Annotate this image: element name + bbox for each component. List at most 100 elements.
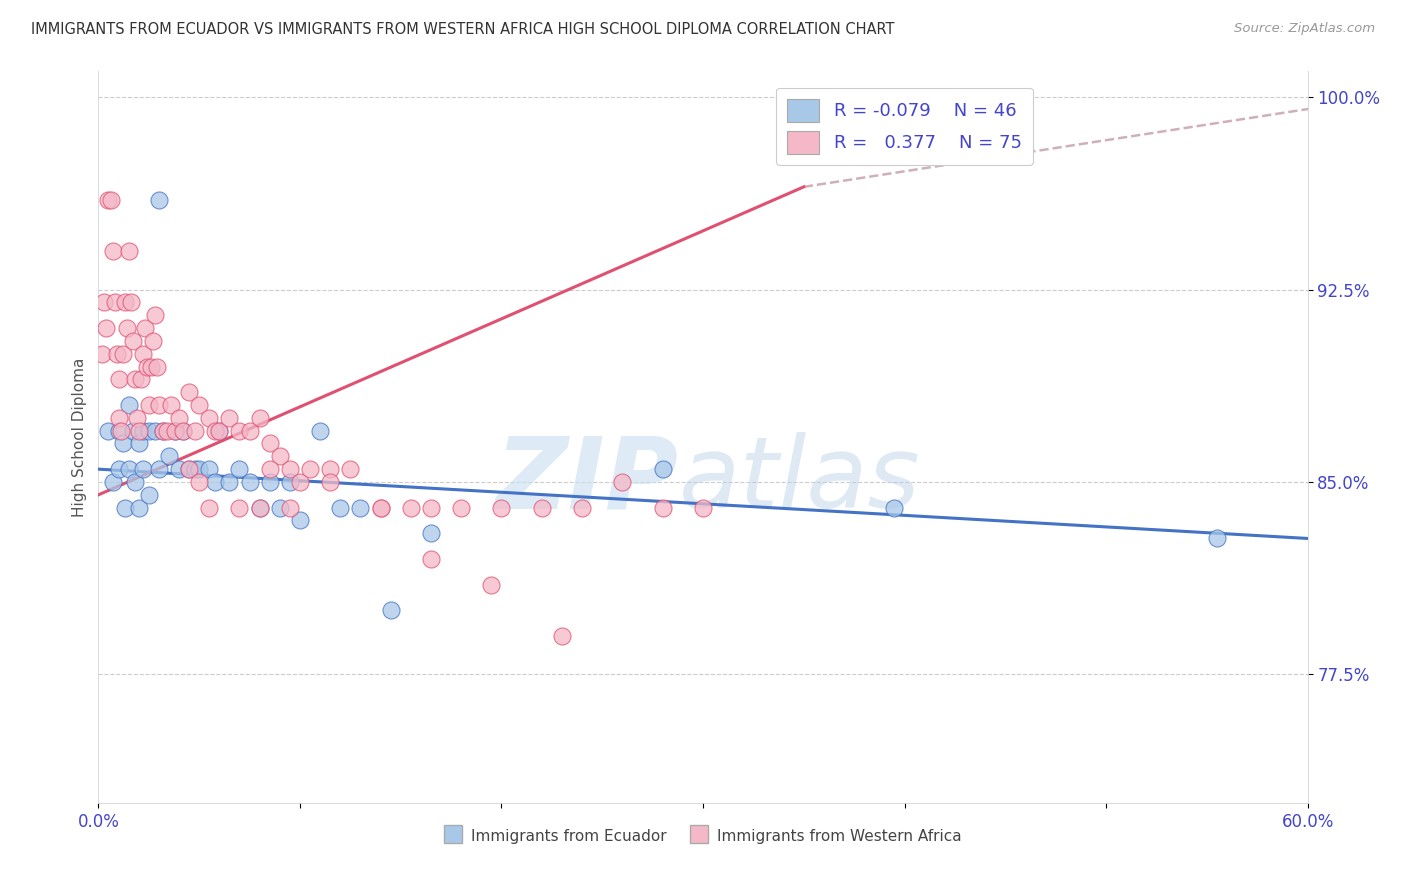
Point	[692, 500, 714, 515]
Point	[152, 424, 174, 438]
Point	[105, 346, 128, 360]
Point	[571, 500, 593, 515]
Point	[172, 424, 194, 438]
Point	[120, 295, 142, 310]
Point	[179, 385, 201, 400]
Point	[118, 398, 141, 412]
Point	[188, 398, 211, 412]
Point	[228, 424, 250, 438]
Point	[157, 450, 180, 464]
Point	[218, 475, 240, 489]
Point	[420, 500, 443, 515]
Text: IMMIGRANTS FROM ECUADOR VS IMMIGRANTS FROM WESTERN AFRICA HIGH SCHOOL DIPLOMA CO: IMMIGRANTS FROM ECUADOR VS IMMIGRANTS FR…	[31, 22, 894, 37]
Point	[97, 424, 120, 438]
Point	[114, 500, 136, 515]
Point	[450, 500, 472, 515]
Point	[204, 475, 226, 489]
Point	[128, 436, 150, 450]
Point	[399, 500, 422, 515]
Point	[179, 462, 201, 476]
Point	[651, 500, 673, 515]
Point	[198, 410, 221, 425]
Point	[551, 629, 574, 643]
Point	[249, 500, 271, 515]
Point	[134, 321, 156, 335]
Point	[118, 462, 141, 476]
Point	[288, 475, 311, 489]
Point	[115, 321, 138, 335]
Point	[107, 462, 129, 476]
Point	[129, 372, 152, 386]
Point	[103, 295, 125, 310]
Legend: Immigrants from Ecuador, Immigrants from Western Africa: Immigrants from Ecuador, Immigrants from…	[437, 822, 969, 850]
Point	[420, 526, 443, 541]
Point	[299, 462, 322, 476]
Point	[188, 462, 211, 476]
Point	[239, 475, 262, 489]
Point	[349, 500, 371, 515]
Point	[179, 462, 201, 476]
Point	[138, 488, 160, 502]
Point	[91, 346, 114, 360]
Point	[107, 424, 129, 438]
Point	[121, 424, 143, 438]
Point	[218, 410, 240, 425]
Point	[278, 500, 301, 515]
Point	[152, 424, 174, 438]
Point	[143, 308, 166, 322]
Point	[651, 462, 673, 476]
Point	[111, 346, 134, 360]
Point	[198, 500, 221, 515]
Point	[228, 462, 250, 476]
Point	[309, 424, 332, 438]
Point	[1206, 532, 1229, 546]
Point	[163, 424, 186, 438]
Point	[121, 334, 143, 348]
Point	[148, 462, 170, 476]
Point	[160, 398, 183, 412]
Point	[124, 372, 146, 386]
Point	[97, 193, 120, 207]
Point	[100, 193, 122, 207]
Point	[139, 359, 162, 374]
Point	[125, 410, 148, 425]
Point	[132, 462, 155, 476]
Point	[167, 410, 190, 425]
Point	[132, 424, 155, 438]
Point	[188, 475, 211, 489]
Point	[370, 500, 392, 515]
Point	[107, 372, 129, 386]
Point	[172, 424, 194, 438]
Point	[184, 424, 207, 438]
Point	[163, 424, 186, 438]
Point	[204, 424, 226, 438]
Point	[101, 244, 124, 258]
Text: ZIP: ZIP	[496, 433, 679, 530]
Point	[269, 450, 291, 464]
Point	[111, 436, 134, 450]
Point	[249, 500, 271, 515]
Point	[259, 462, 281, 476]
Point	[491, 500, 513, 515]
Text: atlas: atlas	[679, 433, 921, 530]
Point	[148, 398, 170, 412]
Point	[288, 514, 311, 528]
Point	[319, 475, 342, 489]
Point	[228, 500, 250, 515]
Point	[339, 462, 361, 476]
Point	[128, 424, 150, 438]
Point	[143, 424, 166, 438]
Point	[198, 462, 221, 476]
Point	[146, 359, 169, 374]
Point	[481, 577, 503, 591]
Point	[114, 295, 136, 310]
Point	[370, 500, 392, 515]
Point	[208, 424, 231, 438]
Point	[156, 424, 179, 438]
Point	[96, 321, 118, 335]
Point	[208, 424, 231, 438]
Point	[93, 295, 115, 310]
Point	[148, 193, 170, 207]
Point	[101, 475, 124, 489]
Point	[278, 475, 301, 489]
